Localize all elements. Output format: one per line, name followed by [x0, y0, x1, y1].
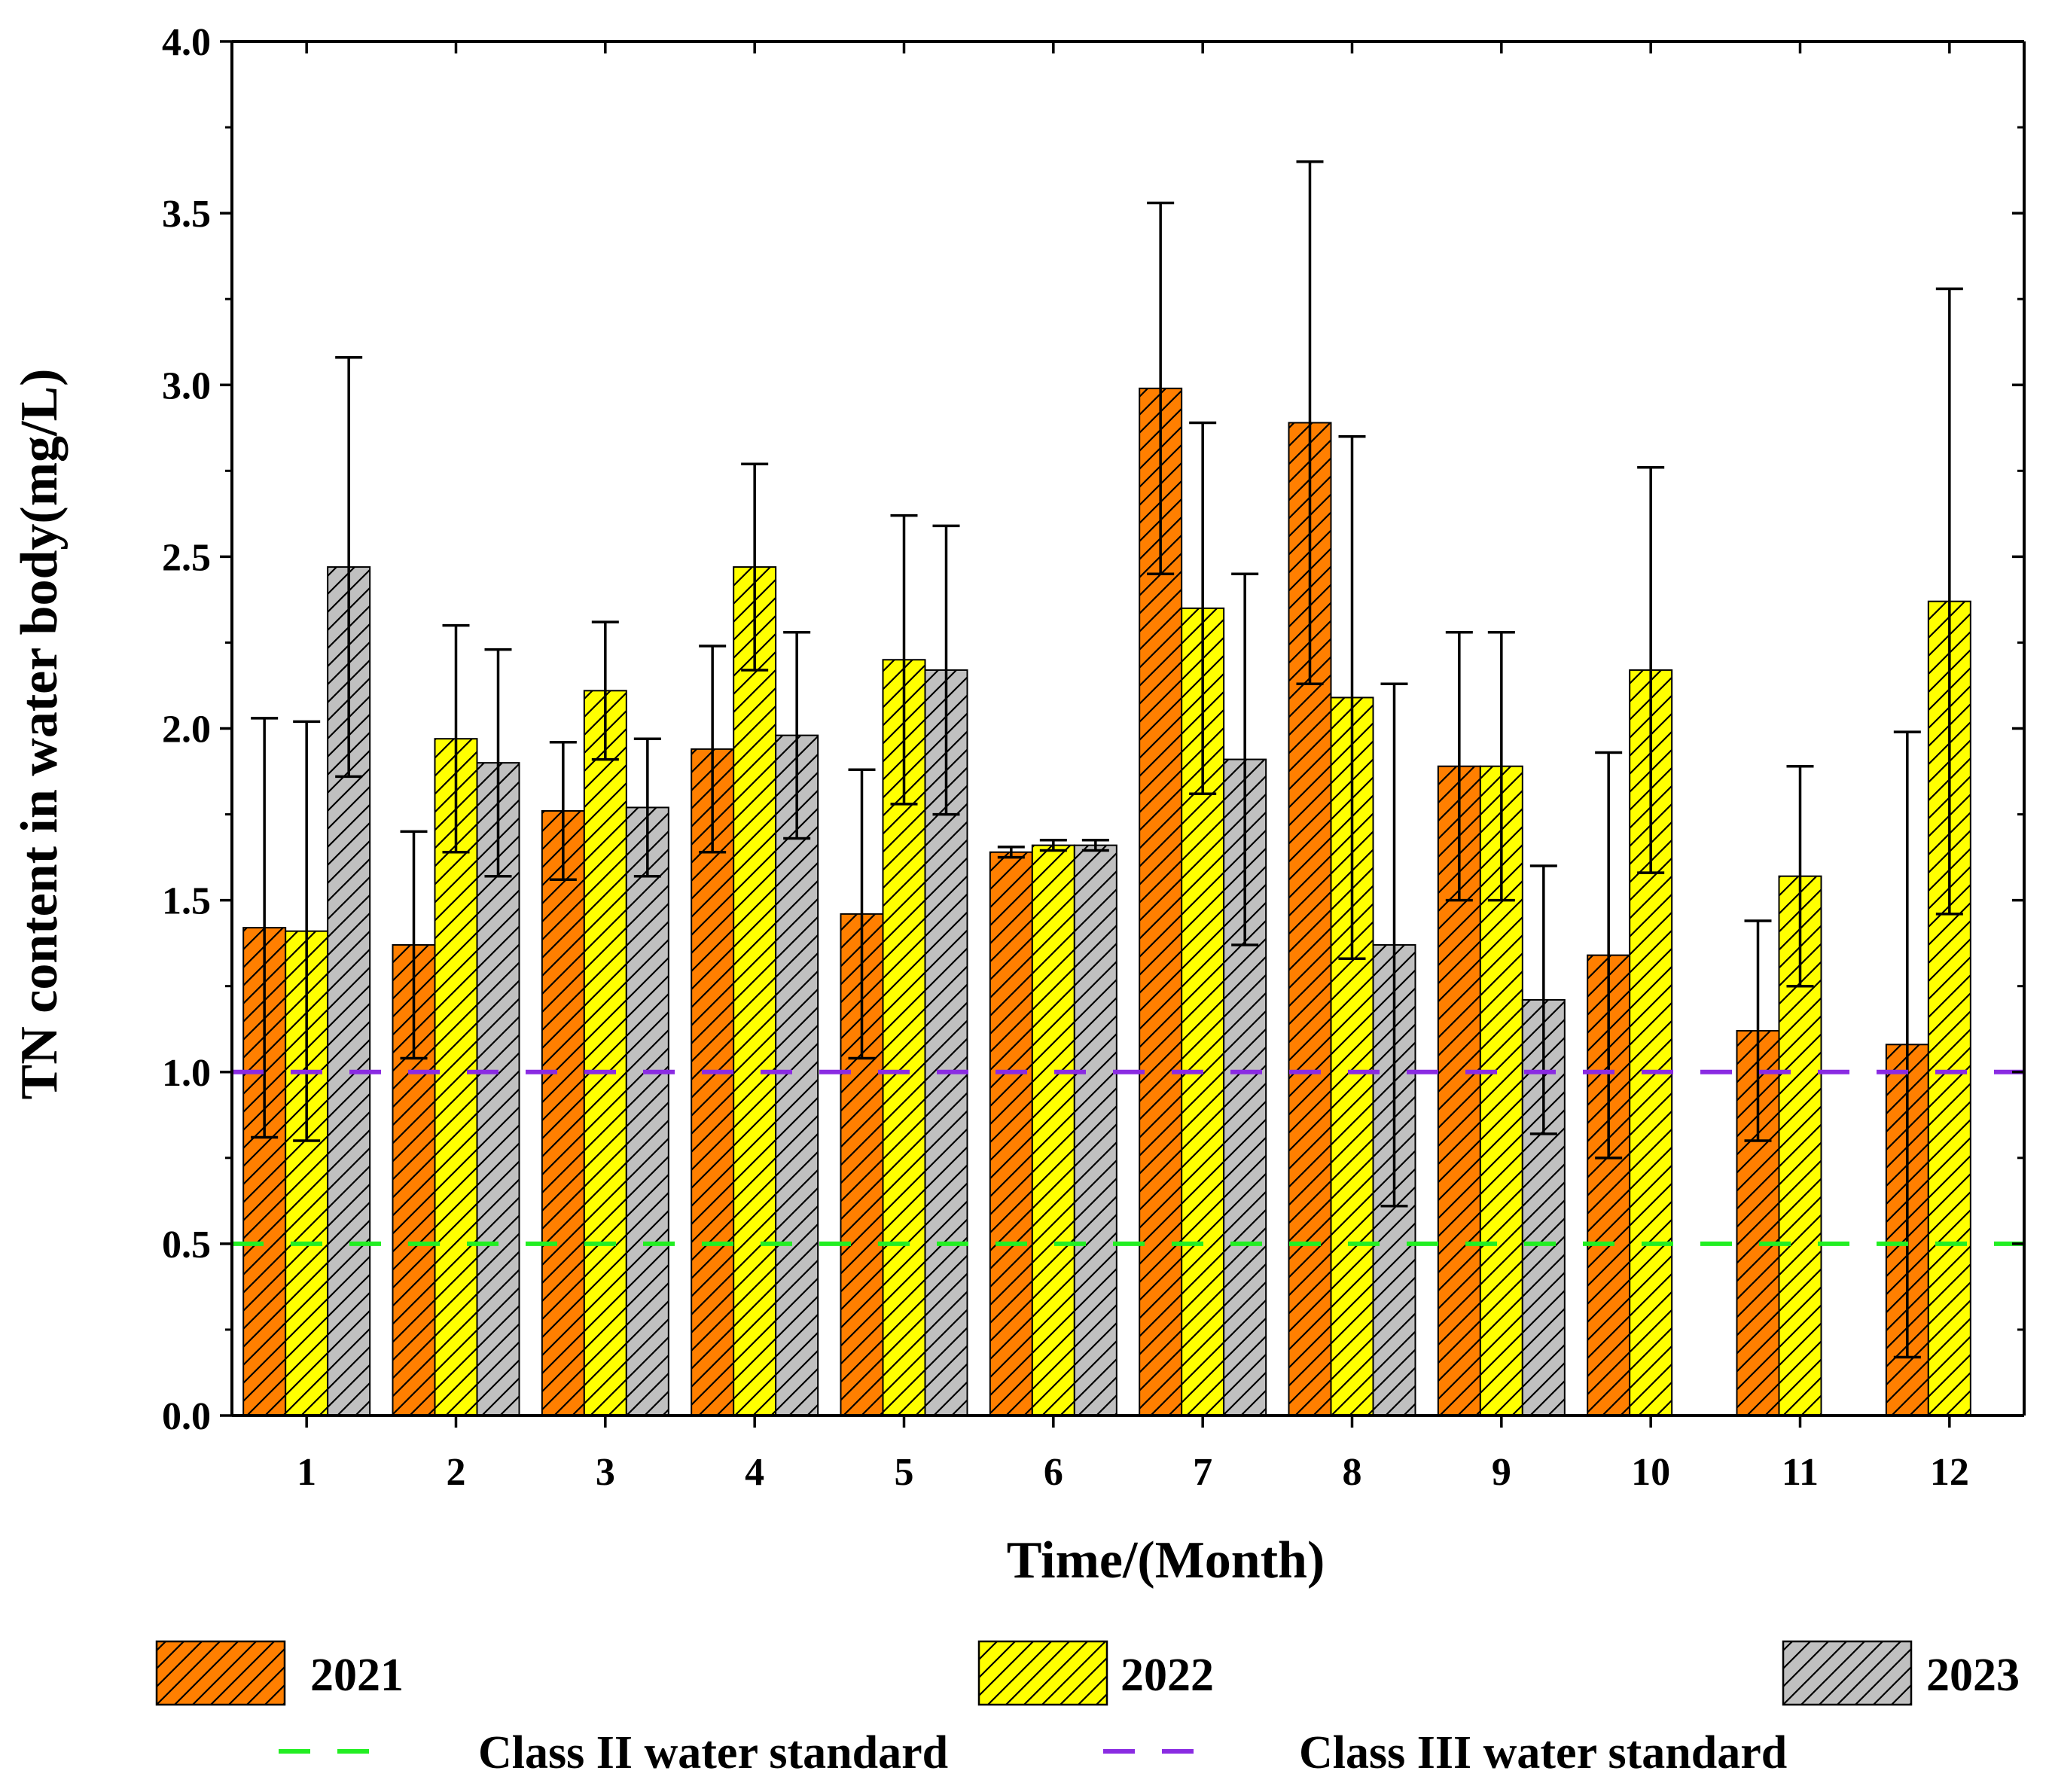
- error-bar-2022-month-9: [1487, 631, 1515, 902]
- error-bar-2022-month-12: [1935, 287, 1963, 916]
- error-bar-2022-month-2: [442, 623, 470, 854]
- x-tick-label-1: 1: [297, 1451, 316, 1494]
- legend-label-ref-0.5: Class II water standard: [478, 1727, 948, 1778]
- axes: 0.00.51.01.52.02.53.03.54.01 2 3 4 5 6 7 8 9 10 11…: [162, 21, 2026, 1494]
- legend-swatch-hatch-2022: [979, 1641, 1107, 1705]
- x-tick-label-2: 2: [447, 1451, 466, 1494]
- x-tick-label-4: 4: [745, 1451, 764, 1494]
- error-bar-2021-month-10: [1595, 751, 1623, 1160]
- legend-label-2022: 2022: [1121, 1650, 1214, 1701]
- error-bar-2021-month-3: [549, 741, 577, 881]
- bar-hatch-2021-month-6: [989, 852, 1032, 1416]
- error-bar-2021-month-7: [1147, 201, 1175, 575]
- error-bar-2022-month-3: [591, 620, 619, 761]
- x-tick-label-9: 9: [1492, 1451, 1511, 1494]
- x-tick-label-10: 10: [1631, 1451, 1670, 1494]
- error-bar-2022-month-10: [1637, 466, 1665, 874]
- legend-item-ref-0.5: Class II water standard: [279, 1727, 948, 1778]
- error-bars-layer: [251, 160, 1963, 1359]
- reference-lines-layer: [232, 1069, 2024, 1246]
- error-bar-2023-month-6: [1081, 839, 1109, 852]
- error-bar-2022-month-8: [1338, 434, 1366, 960]
- error-bar-2022-month-5: [890, 514, 918, 806]
- legend-item-2021: 2021: [155, 1640, 404, 1706]
- error-bar-2022-month-7: [1189, 421, 1217, 795]
- bar-hatch-2022-month-6: [1032, 845, 1075, 1416]
- y-tick-label-2.5: 2.5: [162, 536, 211, 579]
- error-bar-2023-month-7: [1231, 572, 1259, 946]
- legend-swatch-hatch-2023: [1783, 1641, 1911, 1705]
- y-tick-label-0.0: 0.0: [162, 1395, 211, 1438]
- error-bar-2022-month-6: [1039, 839, 1067, 852]
- error-bar-2021-month-5: [848, 768, 876, 1060]
- error-bar-2021-month-1: [251, 717, 279, 1139]
- error-bar-2023-month-4: [783, 631, 811, 840]
- y-tick-label-0.5: 0.5: [162, 1224, 211, 1266]
- bar-hatch-2023-month-3: [626, 807, 669, 1416]
- y-tick-label-1.5: 1.5: [162, 880, 211, 923]
- x-tick-label-7: 7: [1193, 1451, 1212, 1494]
- bar-hatch-2023-month-6: [1074, 845, 1117, 1416]
- y-tick-label-3.5: 3.5: [162, 193, 211, 236]
- legend-label-ref-1: Class III water standard: [1299, 1727, 1787, 1778]
- y-tick-label-1.0: 1.0: [162, 1052, 211, 1095]
- error-bar-2022-month-4: [741, 462, 769, 672]
- y-axis-title: TN content in water body(mg/L): [11, 369, 69, 1100]
- error-bar-2021-month-8: [1296, 160, 1324, 685]
- error-bar-2023-month-2: [484, 648, 512, 878]
- y-tick-label-2.0: 2.0: [162, 709, 211, 751]
- legend-item-ref-1: Class III water standard: [1103, 1727, 1787, 1778]
- legend-item-2022: 2022: [977, 1640, 1214, 1706]
- error-bar-2023-month-8: [1380, 682, 1408, 1208]
- error-bar-2023-month-3: [633, 737, 661, 878]
- error-bar-2022-month-11: [1786, 764, 1814, 988]
- error-bar-2023-month-1: [335, 356, 363, 779]
- bars-layer: [242, 387, 1971, 1416]
- legend-item-2023: 2023: [1782, 1640, 2020, 1706]
- bar-hatch-2021-month-4: [691, 748, 734, 1416]
- bar-hatch-2023-month-4: [776, 735, 819, 1416]
- x-tick-label-3: 3: [596, 1451, 615, 1494]
- x-axis-title: Time/(Month): [1007, 1531, 1325, 1589]
- y-tick-label-4.0: 4.0: [162, 21, 211, 64]
- error-bar-2021-month-12: [1893, 730, 1921, 1359]
- error-bar-2021-month-9: [1445, 631, 1473, 902]
- error-bar-2021-month-2: [400, 830, 428, 1060]
- legend: 2021 2022 2023 Class II water standard Class…: [155, 1640, 2020, 1778]
- legend-label-2021: 2021: [310, 1650, 404, 1701]
- error-bar-2023-month-9: [1529, 864, 1557, 1135]
- x-tick-label-5: 5: [895, 1451, 914, 1494]
- legend-swatch-hatch-2021: [157, 1641, 285, 1705]
- bar-hatch-2022-month-4: [733, 567, 776, 1416]
- x-tick-label-11: 11: [1782, 1451, 1819, 1494]
- error-bar-2023-month-5: [932, 524, 960, 816]
- bar-hatch-2021-month-3: [541, 811, 584, 1416]
- x-tick-label-8: 8: [1343, 1451, 1362, 1494]
- x-tick-label-12: 12: [1930, 1451, 1969, 1494]
- x-tick-label-6: 6: [1044, 1451, 1063, 1494]
- y-tick-label-3.0: 3.0: [162, 364, 211, 407]
- legend-label-2023: 2023: [1926, 1650, 2020, 1701]
- error-bar-2021-month-11: [1744, 919, 1772, 1142]
- error-bar-2021-month-4: [699, 645, 727, 854]
- error-bar-2021-month-6: [997, 846, 1025, 859]
- bar-hatch-2022-month-3: [584, 690, 627, 1416]
